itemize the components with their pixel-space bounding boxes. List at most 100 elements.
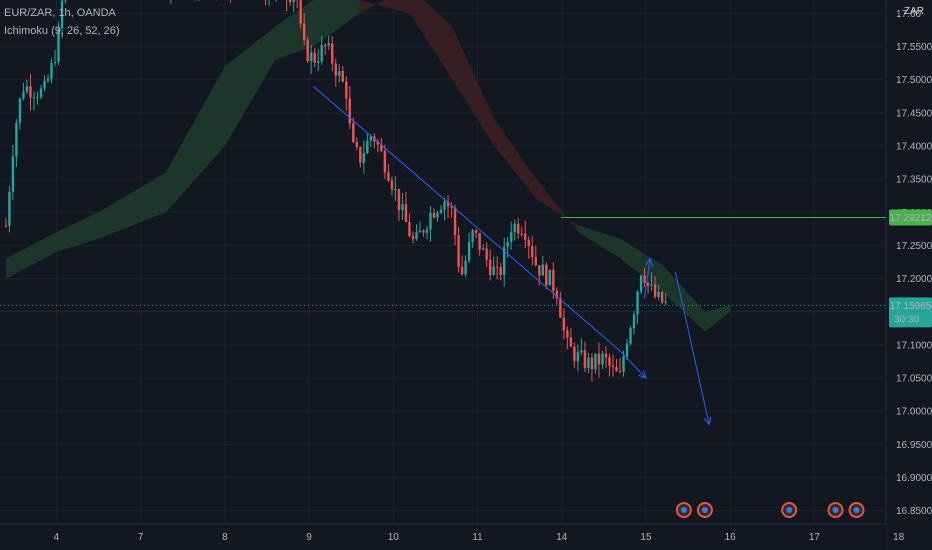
y-tick-label: 17.20000 — [896, 274, 932, 285]
candle-body — [534, 257, 537, 266]
x-tick-label: 11 — [472, 532, 483, 543]
candle-body — [25, 86, 29, 92]
candle-body — [538, 265, 541, 276]
price-axis-panel — [886, 0, 932, 550]
candle-body — [11, 156, 15, 192]
candle-body — [576, 352, 580, 362]
candle-body — [334, 63, 337, 76]
candle-body — [664, 301, 667, 303]
candle-body — [299, 0, 302, 24]
candle-body — [548, 269, 552, 286]
candle-body — [320, 45, 323, 62]
candle-body — [510, 232, 513, 242]
candle-body — [57, 28, 60, 63]
symbol-title[interactable]: EUR/ZAR, 1h, OANDA — [4, 7, 116, 19]
candle-body — [288, 0, 292, 3]
ichimoku-cloud-segment — [704, 305, 731, 332]
candle-body — [39, 88, 43, 98]
candle-body — [573, 346, 576, 362]
candle-body — [503, 246, 506, 276]
candle-body — [397, 188, 401, 211]
projection-arrow-2[interactable] — [674, 271, 710, 425]
candle-body — [422, 230, 425, 233]
trendline[interactable] — [312, 85, 622, 352]
candle-body — [8, 191, 11, 226]
y-tick-label: 17.40000 — [896, 141, 932, 152]
candle-body — [639, 275, 643, 292]
ichimoku-cloud-segment — [620, 238, 663, 292]
candle-body — [552, 269, 555, 291]
candle-body — [401, 204, 404, 211]
candle-body — [60, 0, 64, 29]
y-tick-label: 17.50000 — [896, 75, 932, 86]
candle-body — [622, 356, 625, 372]
economic-event-icon-core — [680, 507, 687, 513]
candle-body — [22, 91, 25, 99]
candle-body — [390, 180, 394, 190]
x-tick-label: 8 — [222, 532, 228, 543]
candle-body — [629, 327, 632, 344]
candle-body — [545, 264, 548, 286]
ichimoku-cloud-segment — [410, 0, 453, 80]
economic-event-icon-core — [853, 507, 860, 513]
candle-body — [359, 147, 362, 163]
candle-body — [418, 230, 422, 233]
candle-body — [488, 259, 492, 275]
countdown-label: 30:30 — [894, 314, 919, 325]
ichimoku-cloud-segment — [452, 26, 495, 146]
candle-body — [309, 52, 313, 62]
candle-body — [555, 290, 559, 299]
candle-body — [618, 371, 622, 373]
candle-body — [432, 212, 436, 218]
candle-body — [615, 367, 618, 372]
candle-body — [636, 291, 639, 315]
candle-body — [559, 298, 562, 318]
candle-body — [348, 98, 351, 124]
projection-arrow-2-head — [703, 416, 712, 426]
candle-body — [43, 80, 46, 89]
candle-body — [331, 43, 334, 64]
candle-body — [513, 223, 516, 233]
y-tick-label: 17.45000 — [896, 108, 932, 119]
ichimoku-cloud-segment — [5, 232, 57, 279]
ichimoku-cloud-segment — [224, 26, 276, 146]
candle-body — [601, 353, 604, 365]
candle-body — [608, 357, 611, 366]
candle-body — [653, 284, 657, 297]
candle-body — [64, 0, 67, 1]
candle-body — [499, 267, 502, 276]
candle-body — [53, 62, 57, 64]
x-tick-label: 9 — [306, 532, 312, 543]
candle-body — [302, 23, 306, 40]
candle-body — [650, 284, 653, 286]
candle-body — [517, 223, 520, 234]
y-tick-label: 16.85000 — [896, 506, 932, 517]
candle-body — [611, 365, 615, 368]
y-tick-label: 17.05000 — [896, 374, 932, 385]
x-tick-label: 17 — [809, 532, 821, 543]
x-tick-label: 15 — [640, 532, 652, 543]
candle-body — [306, 39, 309, 62]
candle-body — [36, 97, 39, 99]
candle-body — [660, 291, 664, 303]
ichimoku-cloud-segment — [165, 66, 225, 213]
level-price-badge[interactable] — [889, 209, 932, 226]
trendline-arrow-head — [638, 370, 647, 379]
indicator-title[interactable]: Ichimoku (9, 26, 52, 26) — [4, 25, 120, 37]
candle-body — [29, 86, 32, 98]
candle-body — [643, 275, 646, 283]
candle-body — [457, 235, 460, 267]
candle-body — [524, 233, 527, 240]
y-tick-label: 17.10000 — [896, 340, 932, 351]
candle-body — [625, 343, 629, 357]
y-tick-label-top: 17.60 — [896, 9, 921, 20]
candle-body — [355, 141, 359, 148]
projection-arrow-1[interactable] — [643, 258, 651, 299]
y-tick-label: 16.90000 — [896, 473, 932, 484]
candle-body — [387, 172, 390, 181]
projection-arrow-1-head — [645, 257, 654, 267]
x-tick-label: 16 — [725, 532, 737, 543]
trendline-arrow[interactable] — [620, 351, 647, 379]
last-price-badge[interactable] — [889, 297, 932, 328]
